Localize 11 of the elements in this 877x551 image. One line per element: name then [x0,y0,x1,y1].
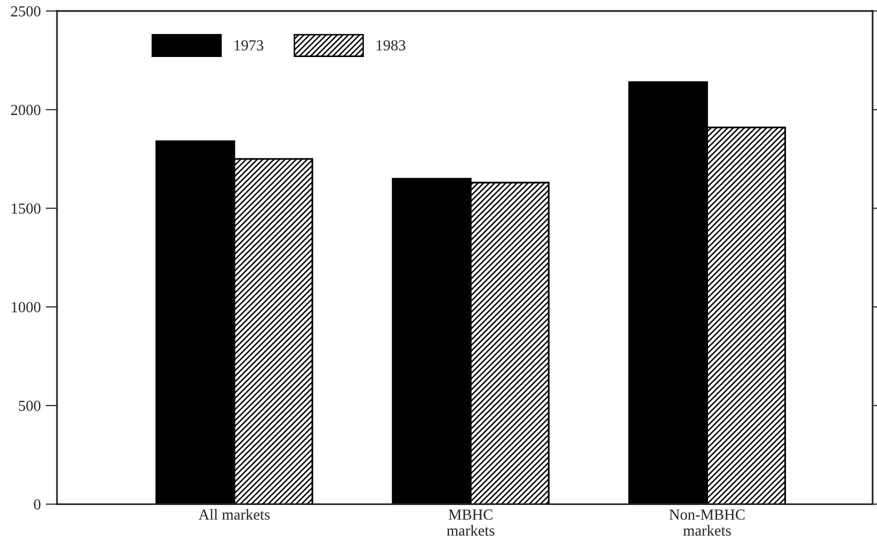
y-tick-label: 1000 [12,302,40,312]
x-tick-label: MBHC markets [446,510,494,536]
y-tick-label: 0 [34,499,40,510]
y-tick-label: 2500 [11,6,40,16]
x-tick-label: All markets [198,509,270,520]
legend-label: 1973 [234,40,264,51]
y-tick-label: 2000 [11,104,40,116]
y-tick-label: 1500 [12,203,40,214]
y-tick-label: 500 [19,400,40,411]
x-tick-label: Non-MBHC markets [669,510,744,536]
legend-label: 1983 [376,40,406,51]
